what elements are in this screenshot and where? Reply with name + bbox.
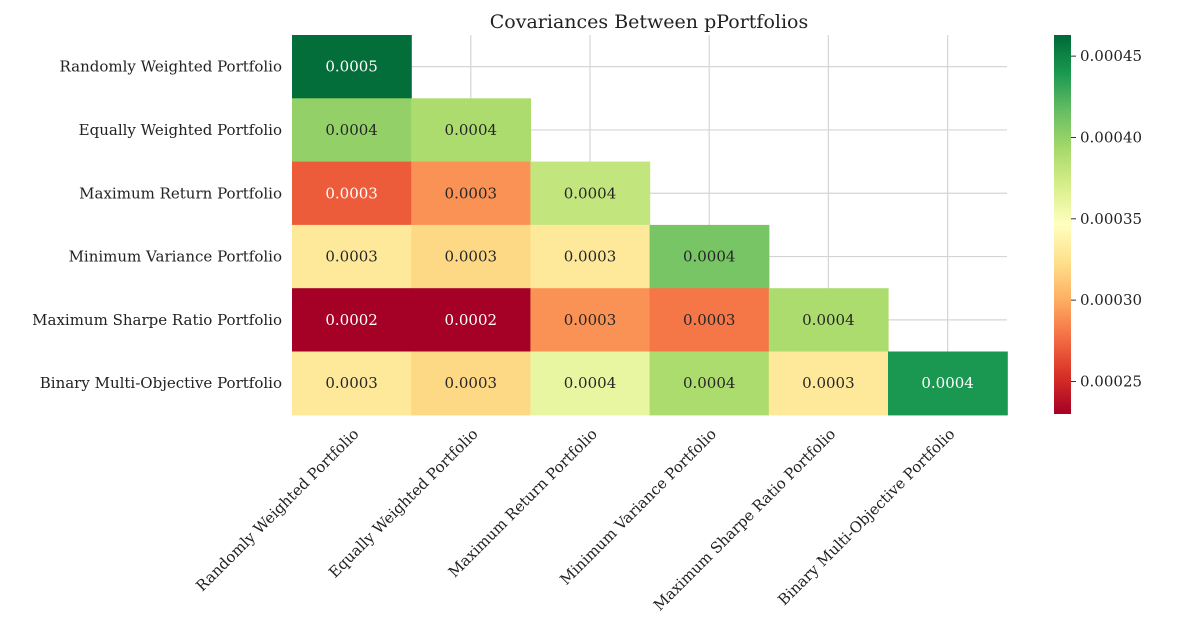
y-tick-label: Binary Multi-Objective Portfolio (40, 374, 282, 392)
heatmap-cell (530, 351, 651, 416)
y-tick-label: Maximum Return Portfolio (79, 184, 282, 202)
heatmap-cell (411, 98, 531, 163)
cell-annotation: 0.0003 (445, 374, 498, 392)
heatmap-cell (292, 161, 412, 226)
colorbar-tick-label: 0.00040 (1080, 128, 1142, 146)
colorbar-gradient (1054, 35, 1071, 414)
colorbar-tick-label: 0.00045 (1080, 47, 1142, 65)
heatmap-cell (411, 161, 531, 226)
y-tick-label: Equally Weighted Portfolio (79, 121, 282, 139)
heatmap-cell (649, 288, 770, 353)
chart-title: Covariances Between pPortfolios (490, 11, 808, 33)
heatmap-cell (411, 288, 531, 353)
cell-annotation: 0.0003 (564, 311, 617, 329)
cell-annotation: 0.0004 (683, 374, 736, 392)
heatmap-cell (530, 161, 651, 226)
cell-annotation: 0.0003 (325, 374, 378, 392)
cell-annotation: 0.0004 (921, 374, 974, 392)
cell-annotation: 0.0003 (445, 248, 498, 266)
colorbar-ticks: 0.00025 0.00030 0.00035 0.00040 0.00045 (1071, 47, 1142, 390)
heatmap-cell (411, 224, 531, 289)
cell-annotation: 0.0003 (325, 248, 378, 266)
cell-annotation: 0.0004 (445, 121, 498, 139)
heatmap-cell (292, 351, 412, 416)
cell-annotation: 0.0004 (802, 311, 855, 329)
cell-annotation: 0.0004 (683, 248, 736, 266)
y-tick-label: Maximum Sharpe Ratio Portfolio (32, 311, 282, 329)
heatmap-cell (292, 224, 412, 289)
colorbar-tick-label: 0.00035 (1080, 210, 1142, 228)
cell-annotation: 0.0005 (325, 58, 378, 76)
heatmap-cell (649, 224, 770, 289)
y-tick-label: Randomly Weighted Portfolio (60, 58, 282, 76)
cell-annotation: 0.0002 (325, 311, 378, 329)
heatmap-cell (888, 351, 1008, 416)
colorbar: 0.00025 0.00030 0.00035 0.00040 0.00045 (1054, 35, 1142, 414)
heatmap-cell (530, 288, 651, 353)
colorbar-tick-label: 0.00030 (1080, 291, 1142, 309)
cell-annotation: 0.0003 (564, 248, 617, 266)
heatmap-cell (768, 288, 889, 353)
heatmap-cell (768, 351, 889, 416)
cell-annotation: 0.0004 (325, 121, 378, 139)
cell-annotation: 0.0004 (564, 184, 617, 202)
y-tick-label: Minimum Variance Portfolio (69, 248, 282, 266)
heatmap-cell (292, 35, 412, 99)
y-tick-labels: Randomly Weighted Portfolio Equally Weigh… (32, 58, 282, 392)
heatmap-cell (649, 351, 770, 416)
heatmap-cell (411, 351, 531, 416)
colorbar-tick-label: 0.00025 (1080, 372, 1142, 390)
cell-annotation: 0.0002 (445, 311, 498, 329)
cell-annotation: 0.0003 (802, 374, 855, 392)
cell-annotation: 0.0003 (325, 184, 378, 202)
heatmap-cell (292, 98, 412, 163)
cell-annotation: 0.0003 (683, 311, 736, 329)
cell-annotation: 0.0004 (564, 374, 617, 392)
cell-annotation: 0.0003 (445, 184, 498, 202)
heatmap-cells: 0.0005 0.0004 0.0004 0.0003 0.0003 0.0004 0.00… (292, 35, 1008, 416)
heatmap-cell (530, 224, 651, 289)
heatmap-cell (292, 288, 412, 353)
